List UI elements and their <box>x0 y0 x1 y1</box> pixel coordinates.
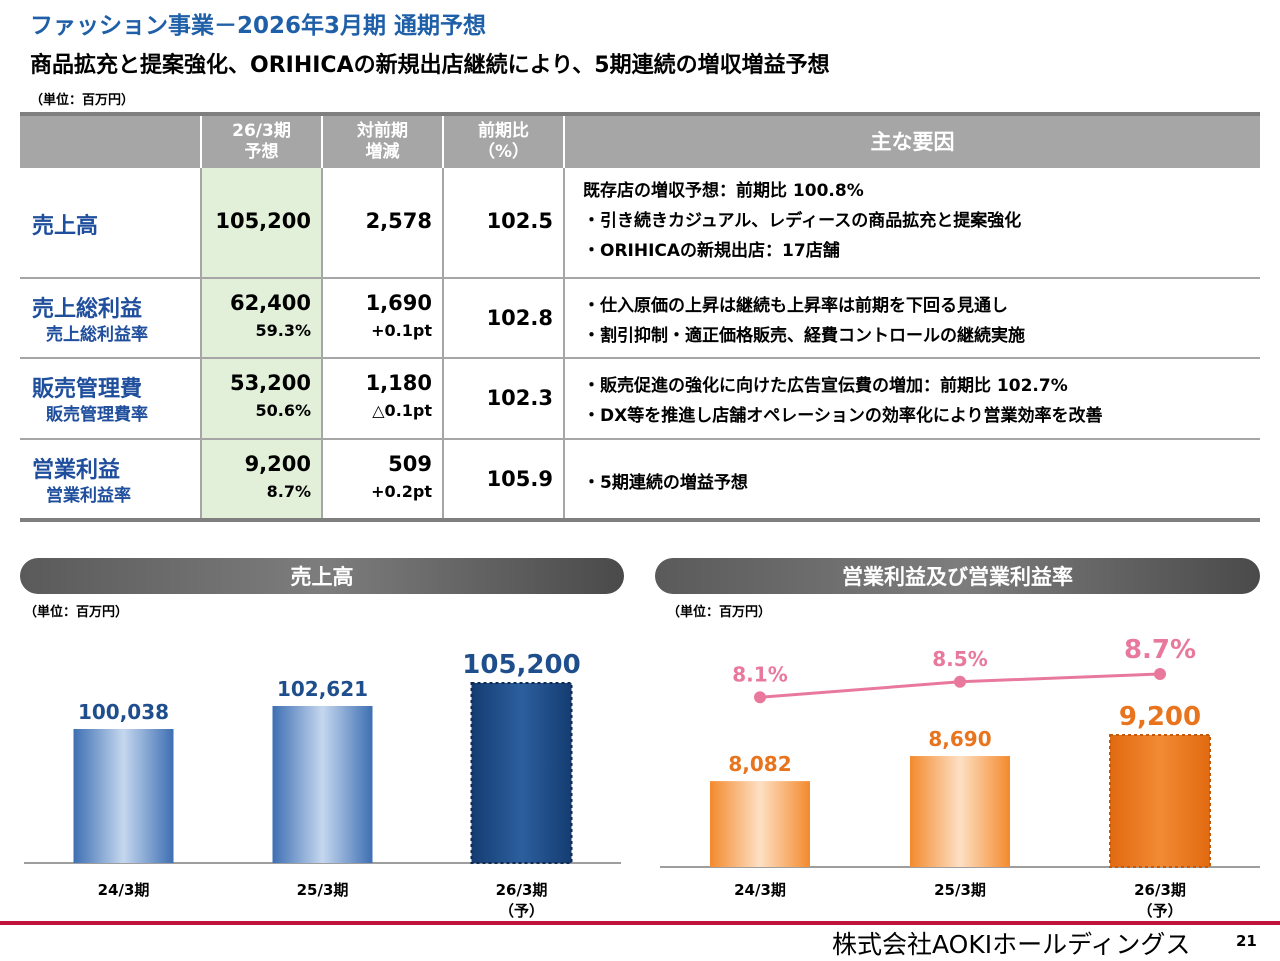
row-diff: 1,180 <box>365 371 432 395</box>
factor-line: ・仕入原価の上昇は継続も上昇率は前期を下回る見通し <box>583 296 1008 316</box>
profit-chart-unit: （単位：百万円） <box>667 605 772 620</box>
company-name: 株式会社AOKIホールディングス <box>832 930 1191 959</box>
page-number: 21 <box>1236 932 1257 950</box>
table-unit: （単位：百万円） <box>30 93 135 108</box>
sales-chart-unit: （単位：百万円） <box>24 605 129 620</box>
page-title: ファッション事業－2026年3月期 通期予想 <box>30 13 487 39</box>
row-diff-sub: +0.2pt <box>371 482 432 501</box>
header-factors: 主な要因 <box>563 116 1260 168</box>
row-name: 営業利益 <box>32 458 121 483</box>
bar <box>272 705 373 863</box>
row-pct: 102.5 <box>486 209 553 233</box>
row-sub-name: 売上総利益率 <box>46 325 148 345</box>
bar-value-label: 105,200 <box>462 650 580 680</box>
bar <box>1109 734 1211 868</box>
margin-point <box>1154 668 1166 680</box>
row-name: 売上総利益 <box>32 297 143 322</box>
row-name: 売上高 <box>32 214 99 239</box>
row-value-sub: 59.3% <box>255 321 311 340</box>
x-tick-note: （予） <box>499 902 544 920</box>
row-diff-sub: △0.1pt <box>372 401 432 420</box>
factor-line: ・DX等を推進し店舗オペレーションの効率化により営業効率を改善 <box>583 406 1103 426</box>
sales-chart-title: 売上高 <box>20 558 624 594</box>
x-tick-label: 25/3期 <box>297 881 349 899</box>
bar-value-label: 8,690 <box>928 727 991 751</box>
factor-line: ・引き続きカジュアル、レディースの商品拡充と提案強化 <box>583 211 1022 231</box>
margin-label: 8.1% <box>732 662 787 686</box>
factor-line: ・割引抑制・適正価格販売、経費コントロールの継続実施 <box>583 326 1025 346</box>
header-pct: 前期比 （%） <box>442 116 563 168</box>
x-tick-label: 25/3期 <box>934 881 986 899</box>
x-tick-label: 26/3期 <box>496 881 548 899</box>
footer-divider <box>0 921 1280 925</box>
row-value: 9,200 <box>244 452 311 476</box>
bar-value-label: 9,200 <box>1119 702 1201 732</box>
row-value-sub: 50.6% <box>255 401 311 420</box>
margin-point <box>754 691 766 704</box>
bar <box>73 728 174 863</box>
x-tick-label: 24/3期 <box>734 881 786 899</box>
row-value-sub: 8.7% <box>266 482 311 501</box>
row-pct: 102.3 <box>486 386 553 410</box>
row-diff: 2,578 <box>365 209 432 233</box>
table-row-operating-profit: 営業利益 営業利益率 9,200 8.7% 509 +0.2pt 105.9 ・… <box>20 440 1260 522</box>
row-diff: 1,690 <box>365 291 432 315</box>
x-tick-note: （予） <box>1137 902 1182 920</box>
factor-line: ・5期連続の増益予想 <box>583 473 748 493</box>
row-pct: 102.8 <box>486 306 553 330</box>
row-sub-name: 販売管理費率 <box>46 405 148 425</box>
row-value: 53,200 <box>229 371 311 395</box>
page-subtitle: 商品拡充と提案強化、ORIHICAの新規出店継続により、5期連続の増収増益予想 <box>30 53 830 78</box>
row-value: 62,400 <box>229 291 311 315</box>
header-diff: 対前期 増減 <box>321 116 442 168</box>
bar <box>710 781 810 867</box>
factor-line: ・販売促進の強化に向けた広告宣伝費の増加：前期比 102.7% <box>583 376 1068 396</box>
bar-value-label: 8,082 <box>728 752 791 776</box>
forecast-table: 26/3期 予想 対前期 増減 前期比 （%） 主な要因 売上高 105,200 2,… <box>20 112 1260 522</box>
row-sub-name: 営業利益率 <box>46 486 131 506</box>
row-diff-sub: +0.1pt <box>371 321 432 340</box>
header-forecast: 26/3期 予想 <box>200 116 321 168</box>
margin-label: 8.7% <box>1124 635 1196 665</box>
factor-line: ・ORIHICAの新規出店：17店舗 <box>583 241 840 261</box>
profit-chart-title: 営業利益及び営業利益率 <box>655 558 1260 594</box>
margin-point <box>954 675 966 688</box>
bar <box>910 756 1010 867</box>
table-row-gross-profit: 売上総利益 売上総利益率 62,400 59.3% 1,690 +0.1pt 1… <box>20 279 1260 359</box>
row-value: 105,200 <box>215 209 311 233</box>
row-diff: 509 <box>388 452 432 476</box>
x-tick-label: 24/3期 <box>98 881 150 899</box>
factor-line: 既存店の増収予想：前期比 100.8% <box>583 181 864 201</box>
bar <box>470 682 573 864</box>
x-tick-label: 26/3期 <box>1134 881 1186 899</box>
bar-value-label: 102,621 <box>277 677 368 701</box>
row-name: 販売管理費 <box>32 377 143 402</box>
margin-label: 8.5% <box>932 647 987 671</box>
bar-value-label: 100,038 <box>78 700 169 724</box>
row-pct: 105.9 <box>486 467 553 491</box>
table-row-sga: 販売管理費 販売管理費率 53,200 50.6% 1,180 △0.1pt 1… <box>20 359 1260 440</box>
table-row-sales: 売上高 105,200 2,578 102.5 既存店の増収予想：前期比 100… <box>20 168 1260 279</box>
table-header: 26/3期 予想 対前期 増減 前期比 （%） 主な要因 <box>20 112 1260 168</box>
